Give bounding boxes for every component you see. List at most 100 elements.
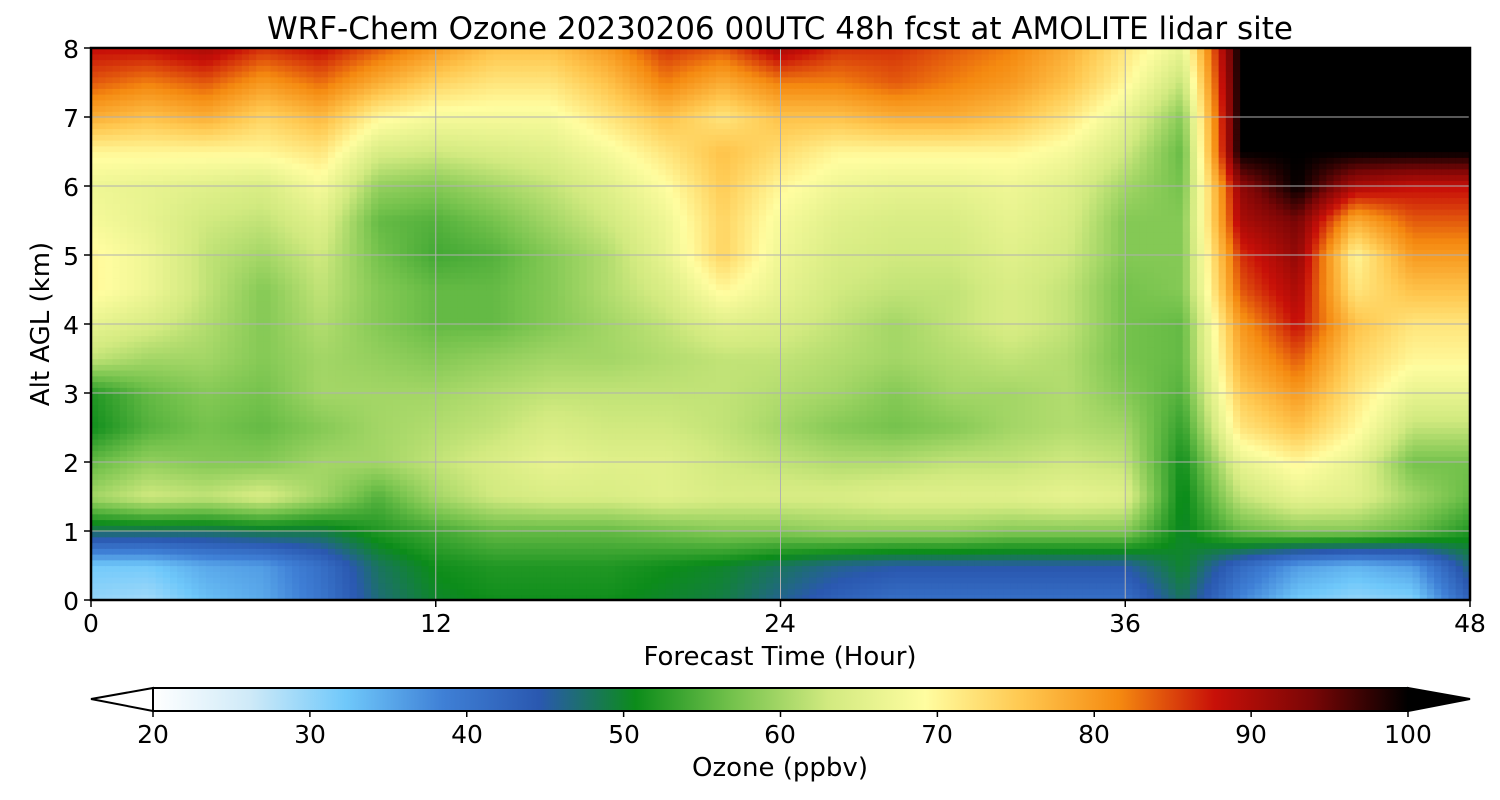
heatmap-cell	[931, 485, 940, 492]
heatmap-cell	[572, 548, 580, 555]
heatmap-cell	[1003, 496, 1011, 503]
heatmap-cell	[1462, 467, 1470, 475]
heatmap-cell	[263, 559, 272, 567]
heatmap-cell	[1168, 536, 1177, 544]
heatmap-cell	[112, 513, 121, 521]
heatmap-cell	[723, 508, 731, 515]
heatmap-cell	[457, 508, 466, 515]
heatmap-cell	[773, 588, 782, 595]
heatmap-cell	[629, 479, 638, 486]
heatmap-cell	[916, 582, 925, 590]
heatmap-cell	[284, 456, 293, 463]
heatmap-cell	[148, 467, 157, 475]
heatmap-cell	[356, 594, 365, 600]
heatmap-cell	[960, 554, 968, 561]
heatmap-cell	[162, 525, 171, 532]
heatmap-cell	[1355, 577, 1363, 584]
heatmap-cell	[787, 542, 796, 549]
heatmap-cell	[773, 559, 782, 567]
heatmap-cell	[1197, 559, 1205, 567]
heatmap-cell	[277, 525, 286, 532]
heatmap-cell	[1383, 588, 1392, 595]
heatmap-cell	[565, 473, 573, 480]
heatmap-cell	[1254, 554, 1263, 561]
heatmap-cell	[974, 473, 983, 480]
heatmap-cell	[457, 490, 466, 498]
heatmap-cell	[407, 485, 415, 492]
heatmap-cell	[1024, 462, 1033, 469]
heatmap-cell	[837, 559, 846, 567]
heatmap-cell	[694, 456, 703, 463]
heatmap-cell	[234, 456, 243, 463]
heatmap-cell	[1297, 531, 1306, 538]
heatmap-cell	[960, 479, 968, 486]
heatmap-cell	[263, 519, 272, 526]
heatmap-cell	[1110, 479, 1119, 486]
heatmap-cell	[1419, 473, 1428, 480]
heatmap-cell	[1268, 554, 1277, 561]
heatmap-cell	[995, 582, 1004, 590]
heatmap-cell	[134, 565, 142, 572]
heatmap-cell	[1211, 450, 1220, 457]
heatmap-cell	[1175, 542, 1184, 549]
heatmap-cell	[263, 588, 272, 595]
heatmap-cell	[328, 462, 336, 469]
heatmap-cell	[342, 456, 351, 463]
heatmap-cell	[1182, 536, 1191, 544]
heatmap-cell	[1412, 559, 1421, 567]
heatmap-cell	[809, 588, 818, 595]
heatmap-cell	[507, 450, 516, 457]
heatmap-cell	[758, 485, 767, 492]
heatmap-cell	[816, 508, 825, 515]
heatmap-cell	[1211, 479, 1220, 486]
heatmap-cell	[909, 508, 918, 515]
heatmap-cell	[600, 582, 609, 590]
heatmap-cell	[1376, 582, 1385, 590]
heatmap-cell	[407, 594, 415, 600]
heatmap-cell	[371, 479, 379, 486]
heatmap-cell	[1232, 513, 1241, 521]
heatmap-cell	[1082, 479, 1090, 486]
heatmap-cell	[967, 485, 976, 492]
heatmap-cell	[1355, 479, 1363, 486]
heatmap-cell	[177, 559, 185, 567]
heatmap-cell	[1455, 559, 1464, 567]
heatmap-cell	[701, 531, 710, 538]
heatmap-cell	[1046, 513, 1055, 521]
heatmap-cell	[270, 519, 279, 526]
heatmap-cell	[1168, 554, 1177, 561]
heatmap-cell	[723, 473, 731, 480]
heatmap-cell	[155, 554, 164, 561]
heatmap-cell	[1118, 508, 1126, 515]
heatmap-cell	[1247, 467, 1256, 475]
heatmap-cell	[672, 582, 681, 590]
heatmap-cell	[1434, 588, 1442, 595]
heatmap-cell	[1254, 490, 1263, 498]
heatmap-cell	[1390, 490, 1399, 498]
heatmap-cell	[802, 450, 810, 457]
heatmap-cell	[198, 559, 207, 567]
heatmap-cell	[1118, 536, 1126, 544]
heatmap-cell	[572, 588, 580, 595]
heatmap-cell	[1218, 588, 1227, 595]
heatmap-cell	[1304, 490, 1313, 498]
heatmap-cell	[277, 490, 286, 498]
heatmap-cell	[91, 582, 99, 590]
heatmap-cell	[1326, 594, 1335, 600]
heatmap-cell	[902, 577, 911, 584]
heatmap-cell	[249, 554, 257, 561]
heatmap-cell	[184, 496, 193, 503]
heatmap-cell	[751, 462, 760, 469]
heatmap-cell	[586, 519, 595, 526]
heatmap-cell	[1369, 559, 1378, 567]
heatmap-cell	[715, 571, 724, 578]
heatmap-cell	[1003, 542, 1011, 549]
heatmap-cell	[457, 594, 466, 600]
heatmap-cell	[636, 542, 645, 549]
heatmap-cell	[141, 479, 150, 486]
heatmap-cell	[1039, 548, 1047, 555]
heatmap-cell	[852, 594, 861, 600]
heatmap-cell	[1182, 479, 1191, 486]
heatmap-cell	[622, 548, 631, 555]
heatmap-cell	[529, 462, 537, 469]
